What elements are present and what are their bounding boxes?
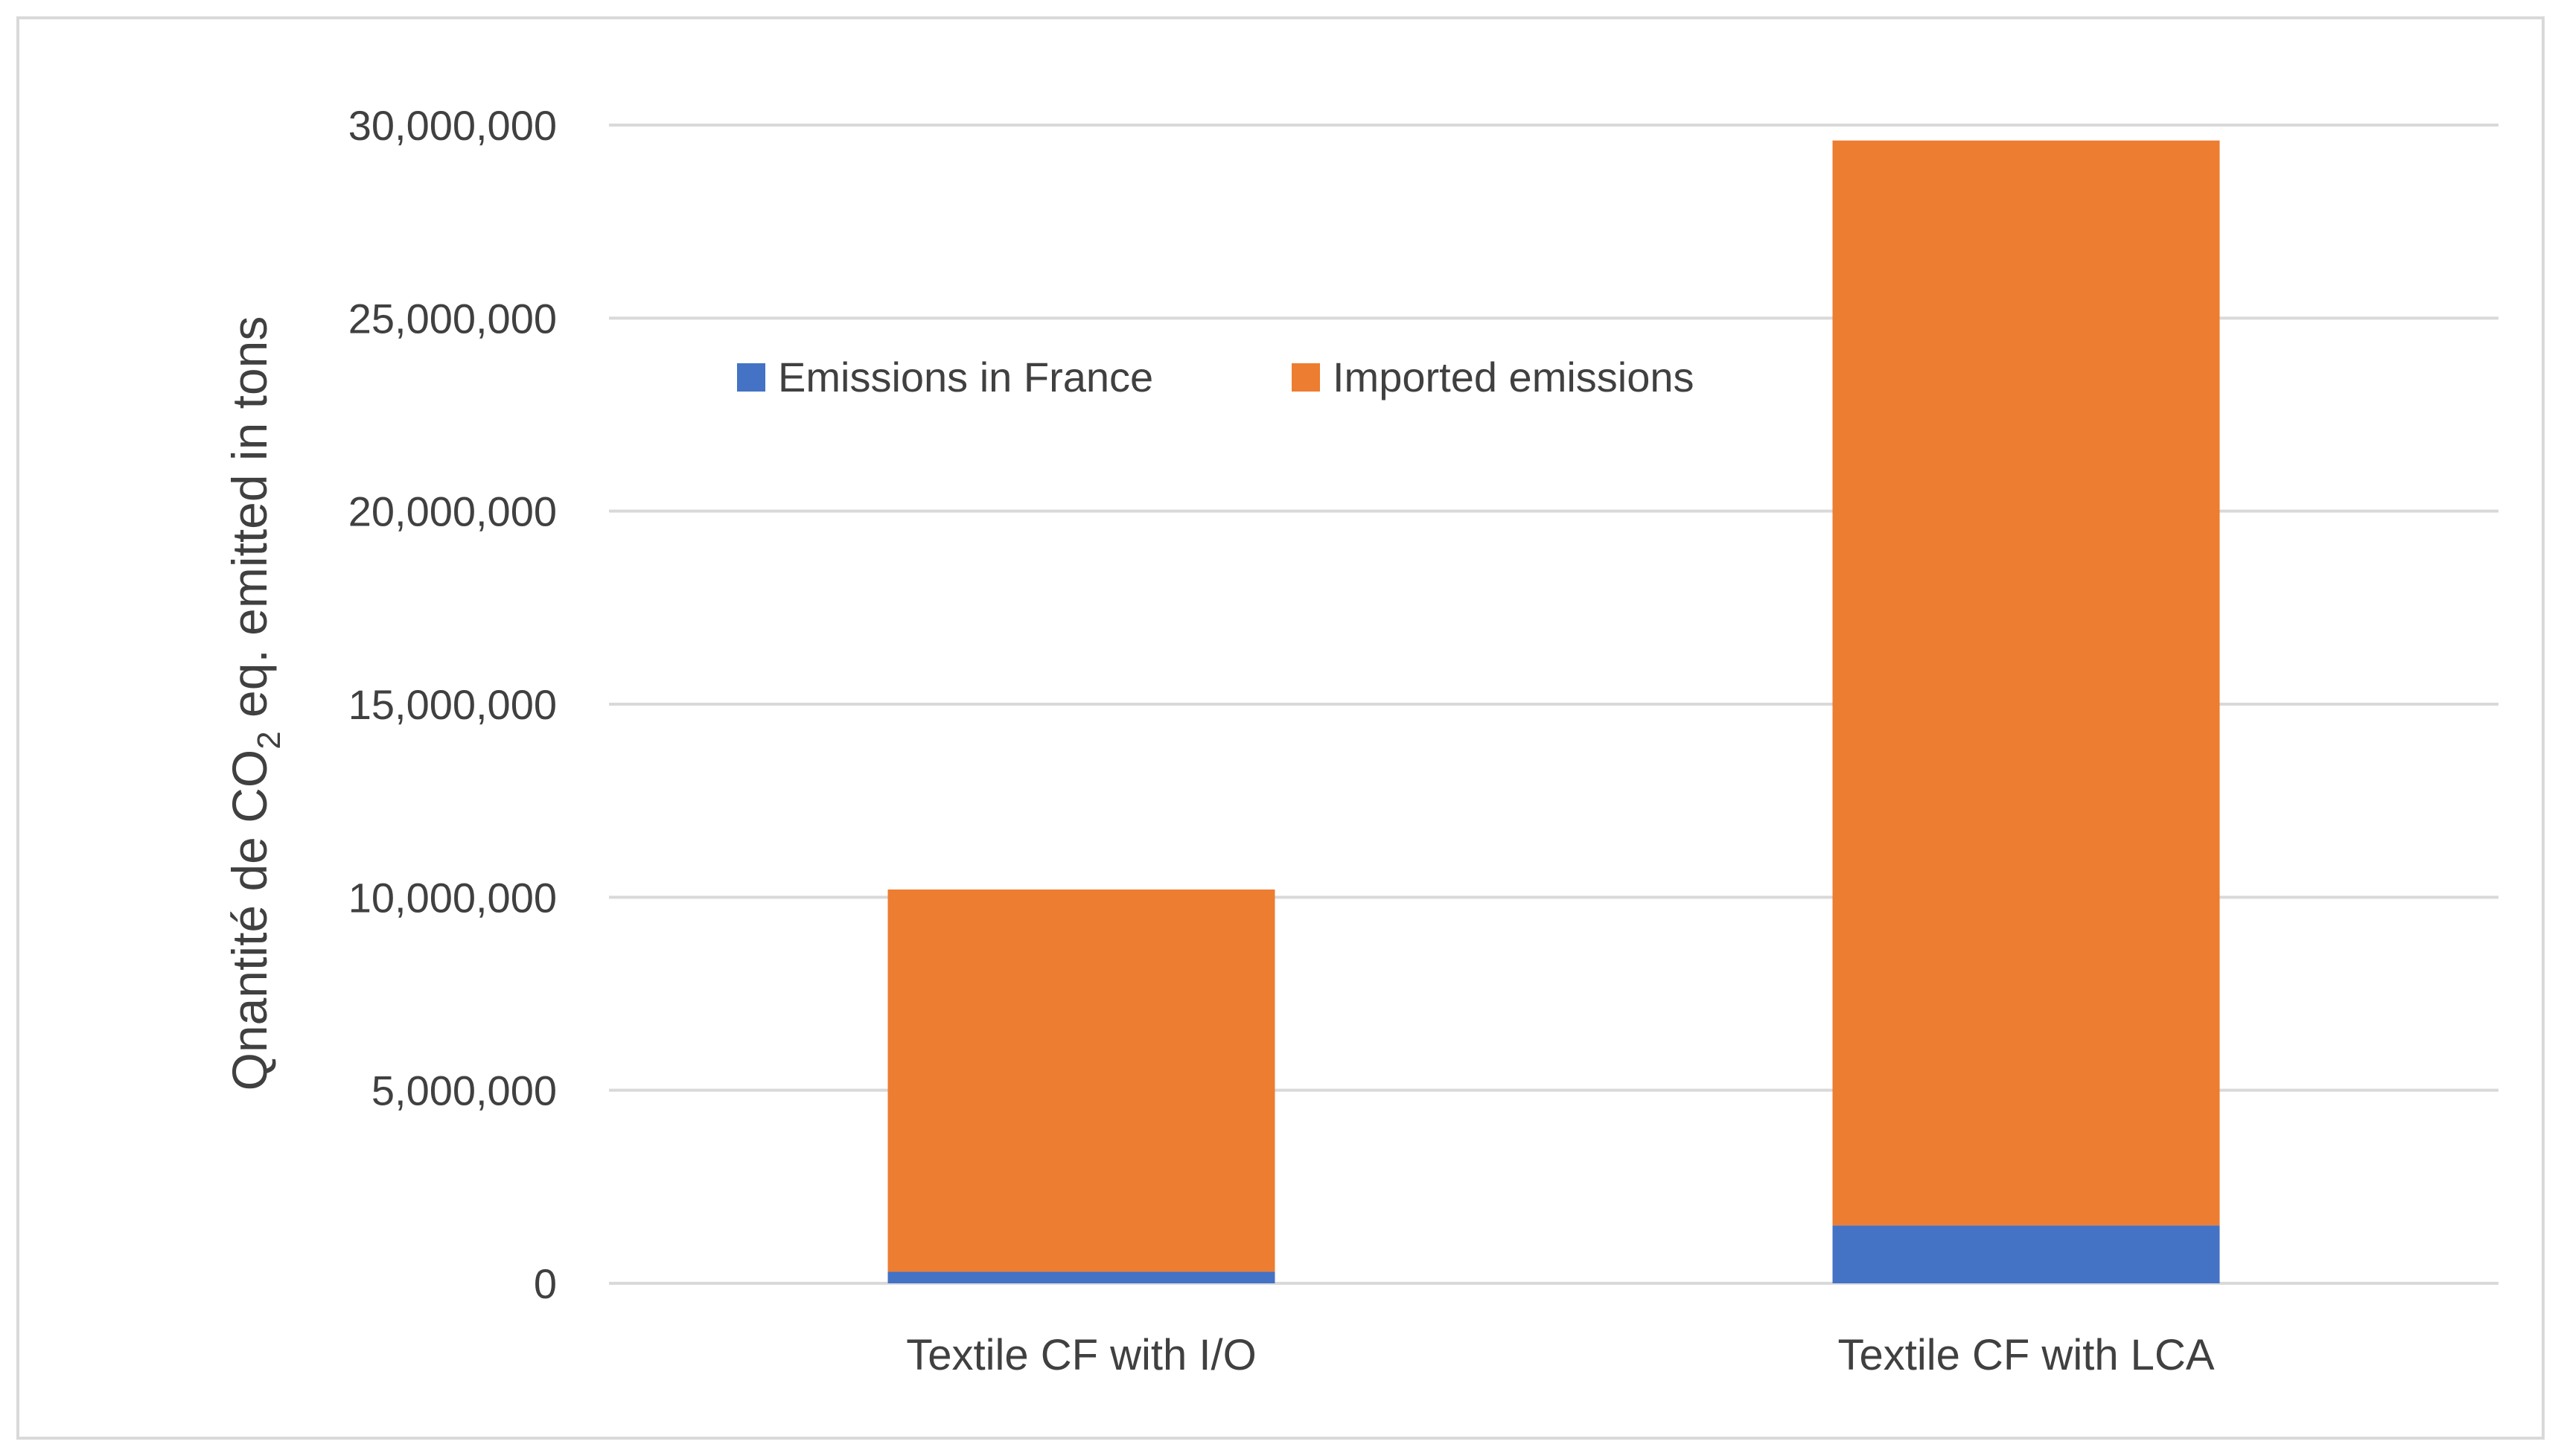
chart-frame (16, 16, 2545, 1440)
y-axis-tick-labels: 0 5,000,000 10,000,000 15,000,000 20,000,000… (348, 102, 557, 1307)
y-axis-title: Qnantité de CO2 eq. emitted in tons (222, 316, 287, 1091)
legend-swatch-emissions-in-france (737, 363, 765, 392)
y-axis-title-subscript: 2 (251, 731, 287, 749)
legend: Emissions in France Imported emissions (737, 354, 1694, 400)
bar-textile-cf-with-lca-emissions-in-france (1832, 1225, 2220, 1283)
y-axis-title-suffix: eq. emitted in tons (222, 316, 277, 732)
bar-textile-cf-with-lca-imported-emissions (1832, 140, 2220, 1226)
x-axis-category-labels: Textile CF with I/O Textile CF with LCA (906, 1331, 2215, 1379)
y-tick-label-1: 5,000,000 (371, 1067, 557, 1114)
x-tick-label-0: Textile CF with I/O (906, 1331, 1257, 1379)
legend-swatch-imported-emissions (1292, 363, 1320, 392)
legend-label-emissions-in-france: Emissions in France (778, 354, 1153, 400)
legend-label-imported-emissions: Imported emissions (1333, 354, 1694, 400)
bars (887, 140, 2220, 1283)
y-tick-label-6: 30,000,000 (348, 102, 557, 149)
y-tick-label-2: 10,000,000 (348, 874, 557, 921)
y-tick-label-0: 0 (534, 1260, 557, 1307)
y-axis-title-prefix: Qnantité de CO (222, 750, 277, 1091)
y-tick-label-3: 15,000,000 (348, 681, 557, 728)
bar-textile-cf-with-i-o-imported-emissions (887, 889, 1275, 1272)
x-tick-label-1: Textile CF with LCA (1837, 1331, 2214, 1379)
y-tick-label-5: 25,000,000 (348, 295, 557, 342)
bar-textile-cf-with-i-o-emissions-in-france (887, 1271, 1275, 1283)
y-tick-label-4: 20,000,000 (348, 488, 557, 535)
